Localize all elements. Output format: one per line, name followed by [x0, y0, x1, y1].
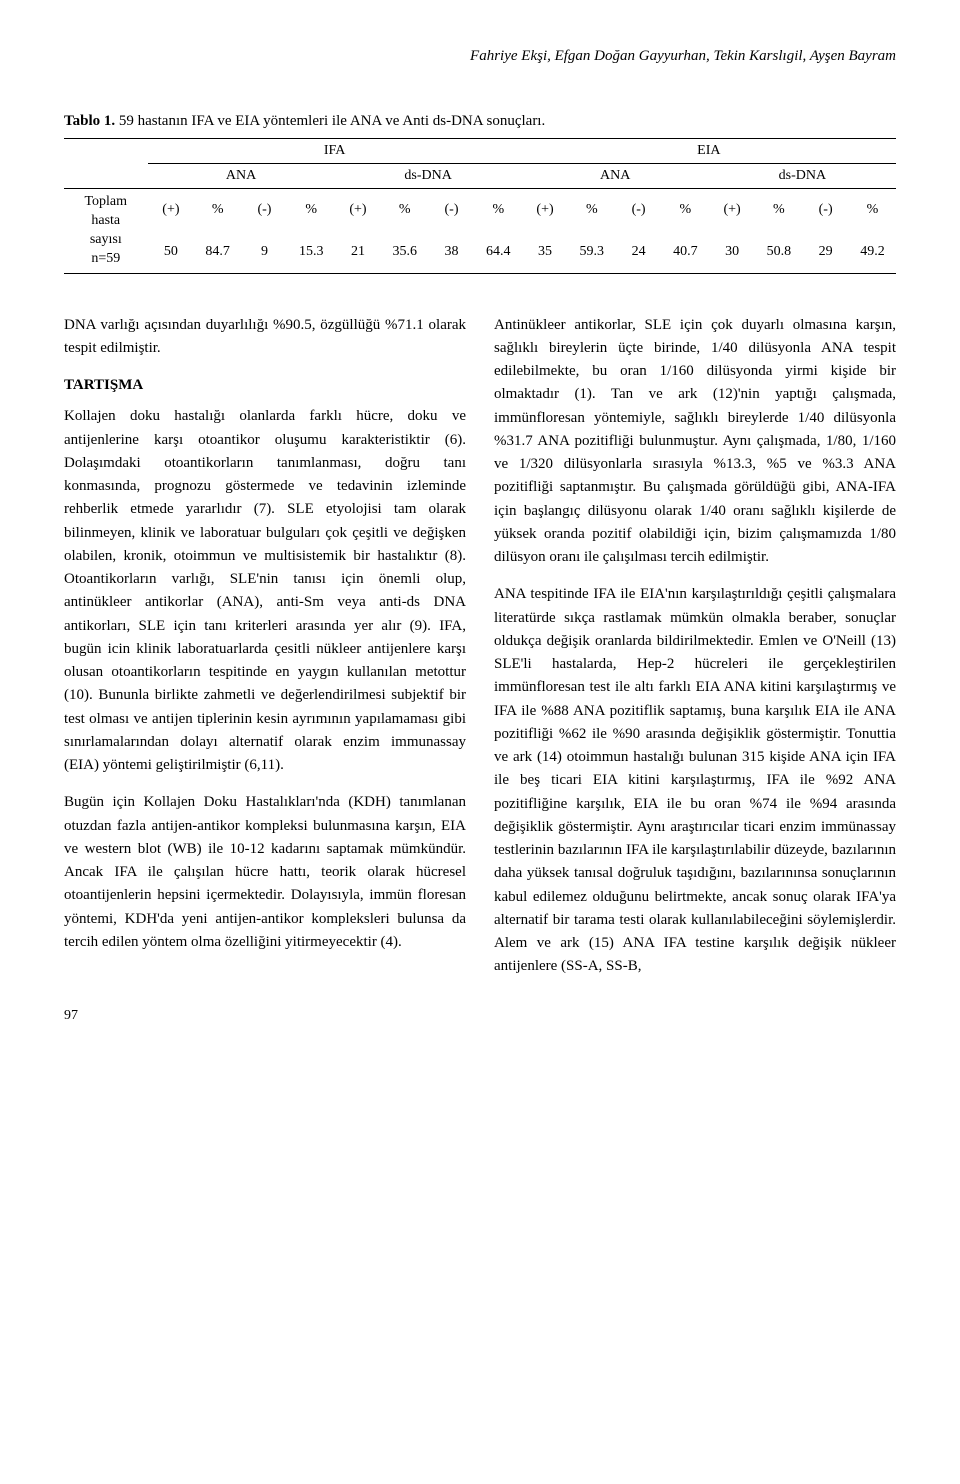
- table-caption-text: 59 hastanın IFA ve EIA yöntemleri ile AN…: [115, 113, 545, 129]
- sign-cell: (-): [428, 189, 475, 231]
- col-sub-eia-dsdna: ds-DNA: [709, 164, 896, 189]
- row-label-line: n=59: [91, 251, 120, 266]
- pct-cell: %: [194, 189, 241, 231]
- pct-cell: %: [568, 189, 615, 231]
- row-label: Toplam hasta sayısı n=59: [64, 189, 148, 274]
- author-line: Fahriye Ekşi, Efgan Doğan Gayyurhan, Tek…: [64, 48, 896, 65]
- col-sub-ifa-dsdna: ds-DNA: [335, 164, 522, 189]
- row-label-line: hasta: [91, 213, 120, 228]
- value-cell: 9: [241, 231, 288, 273]
- value-cell: 50.8: [755, 231, 802, 273]
- pct-cell: %: [755, 189, 802, 231]
- body-paragraph: Antinükleer antikorlar, SLE için çok duy…: [494, 314, 896, 570]
- col-group-eia: EIA: [522, 139, 896, 164]
- value-cell: 24: [615, 231, 662, 273]
- row-label-line: sayısı: [90, 232, 122, 247]
- sign-cell: (-): [615, 189, 662, 231]
- pct-cell: %: [381, 189, 428, 231]
- value-cell: 59.3: [568, 231, 615, 273]
- pct-cell: %: [288, 189, 335, 231]
- sign-cell: (+): [709, 189, 756, 231]
- value-cell: 35.6: [381, 231, 428, 273]
- sign-cell: (+): [522, 189, 569, 231]
- body-paragraph: Kollajen doku hastalığı olanlarda farklı…: [64, 405, 466, 777]
- body-columns: DNA varlığı açısından duyarlılığı %90.5,…: [64, 314, 896, 981]
- value-cell: 49.2: [849, 231, 896, 273]
- col-sub-ifa-ana: ANA: [148, 164, 335, 189]
- value-cell: 35: [522, 231, 569, 273]
- sign-cell: (+): [335, 189, 382, 231]
- value-cell: 50: [148, 231, 195, 273]
- results-table: IFA EIA ANA ds-DNA ANA ds-DNA Toplam has…: [64, 138, 896, 274]
- value-cell: 15.3: [288, 231, 335, 273]
- col-group-ifa: IFA: [148, 139, 522, 164]
- value-cell: 64.4: [475, 231, 522, 273]
- page-number: 97: [64, 1008, 896, 1024]
- value-cell: 21: [335, 231, 382, 273]
- value-cell: 30: [709, 231, 756, 273]
- value-cell: 84.7: [194, 231, 241, 273]
- table-caption: Tablo 1. 59 hastanın IFA ve EIA yöntemle…: [64, 113, 896, 130]
- section-heading-tartisma: TARTIŞMA: [64, 374, 466, 397]
- col-sub-eia-ana: ANA: [522, 164, 709, 189]
- pct-cell: %: [849, 189, 896, 231]
- sign-cell: (-): [802, 189, 849, 231]
- row-label-line: Toplam: [84, 194, 127, 209]
- value-cell: 29: [802, 231, 849, 273]
- body-paragraph: ANA tespitinde IFA ile EIA'nın karşılaşt…: [494, 583, 896, 978]
- body-paragraph: Bugün için Kollajen Doku Hastalıkları'nd…: [64, 791, 466, 954]
- value-cell: 40.7: [662, 231, 709, 273]
- sign-cell: (+): [148, 189, 195, 231]
- value-cell: 38: [428, 231, 475, 273]
- pct-cell: %: [475, 189, 522, 231]
- sign-cell: (-): [241, 189, 288, 231]
- body-paragraph: DNA varlığı açısından duyarlılığı %90.5,…: [64, 314, 466, 361]
- pct-cell: %: [662, 189, 709, 231]
- table-caption-bold: Tablo 1.: [64, 113, 115, 129]
